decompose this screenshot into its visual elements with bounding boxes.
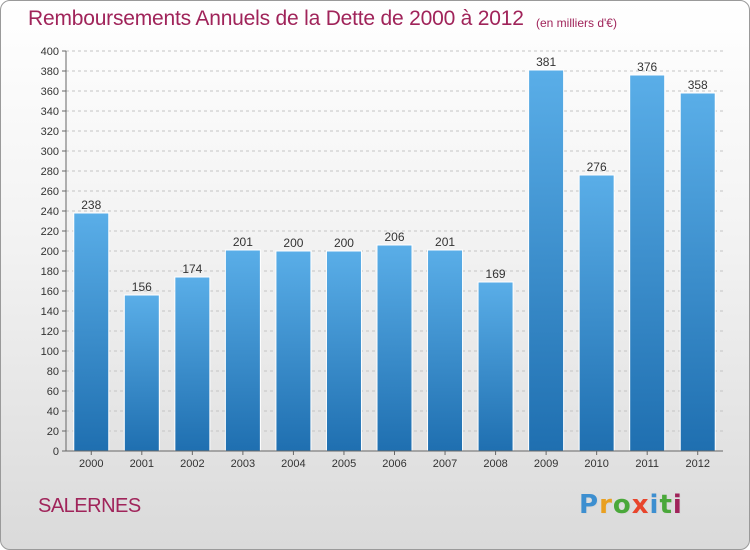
y-tick-label: 180 <box>41 266 59 278</box>
x-axis: 2000 2001 2002 2003 2004 2005 2006 2007 2008 2009… <box>66 450 723 470</box>
bar-value-label: 174 <box>182 262 202 276</box>
y-tick-label: 40 <box>47 406 59 418</box>
bar-value-label: 358 <box>688 78 708 92</box>
y-tick-label: 120 <box>41 326 59 338</box>
y-tick-label: 140 <box>41 306 59 318</box>
y-tick-label: 360 <box>41 86 59 98</box>
logo-letter: i <box>649 490 660 520</box>
y-tick-label: 260 <box>41 186 59 198</box>
bar <box>629 74 666 452</box>
x-tick-label: 2011 <box>635 458 659 470</box>
x-tick-label: 2001 <box>130 458 154 470</box>
bar-value-label: 200 <box>334 236 354 250</box>
bar-value-label: 381 <box>536 55 556 69</box>
logo-letter: P <box>579 490 600 520</box>
logo-letter: x <box>631 490 650 520</box>
bar-value-label: 201 <box>435 235 455 249</box>
y-tick-label: 160 <box>41 286 59 298</box>
bar-value-label: 376 <box>637 60 657 74</box>
x-tick-label: 2012 <box>685 458 709 470</box>
x-tick-label: 2003 <box>231 458 255 470</box>
x-tick-label: 2007 <box>433 458 457 470</box>
logo-letter: i <box>672 490 683 520</box>
x-tick-label: 2010 <box>584 458 608 470</box>
y-tick-label: 80 <box>47 366 59 378</box>
bar <box>376 244 413 452</box>
bar <box>73 212 110 452</box>
chart-unit: (en milliers d'€) <box>536 16 617 30</box>
y-tick-label: 100 <box>41 346 59 358</box>
logo-letter: r <box>599 490 613 520</box>
bar-value-label: 238 <box>81 198 101 212</box>
bar-value-label: 169 <box>486 267 506 281</box>
bar-value-label: 206 <box>384 230 404 244</box>
y-tick-label: 60 <box>47 386 59 398</box>
bar-value-label: 200 <box>283 236 303 250</box>
chart-title: Remboursements Annuels de la Dette de 20… <box>28 7 524 30</box>
y-tick-label: 380 <box>41 66 59 78</box>
bar <box>679 92 716 452</box>
y-tick-label: 200 <box>41 246 59 258</box>
x-tick-label: 2009 <box>534 458 558 470</box>
bar <box>224 249 261 452</box>
y-tick-label: 220 <box>41 226 59 238</box>
y-tick-label: 340 <box>41 106 59 118</box>
bar <box>174 276 211 452</box>
x-tick-label: 2006 <box>382 458 406 470</box>
bar <box>275 250 312 452</box>
bar <box>427 249 464 452</box>
x-tick-label: 2005 <box>332 458 356 470</box>
bar <box>578 174 615 452</box>
bar <box>123 294 160 452</box>
y-tick-label: 240 <box>41 206 59 218</box>
bar-value-label: 201 <box>233 235 253 249</box>
bar-value-label: 156 <box>132 280 152 294</box>
bar <box>325 250 362 452</box>
x-tick-label: 2000 <box>79 458 103 470</box>
y-tick-label: 20 <box>47 426 59 438</box>
logo-letter: o <box>612 490 632 520</box>
x-tick-label: 2008 <box>483 458 507 470</box>
y-tick-label: 280 <box>41 166 59 178</box>
y-axis: 0 20 40 60 80 100 120 140 160 180 200 220 240 260 280 3… <box>41 46 67 458</box>
x-tick-label: 2002 <box>180 458 204 470</box>
logo-letter: t <box>659 490 673 520</box>
proxiti-logo[interactable]: Proxiti <box>579 490 683 520</box>
y-tick-label: 300 <box>41 146 59 158</box>
y-tick-label: 320 <box>41 126 59 138</box>
bar <box>477 281 514 452</box>
bar-value-label: 276 <box>587 160 607 174</box>
y-tick-label: 400 <box>41 46 59 58</box>
x-tick-label: 2004 <box>281 458 305 470</box>
place-name: SALERNES <box>38 495 141 517</box>
bars: 238 156 174 201 200 200 206 201 169 381 276 376 358 <box>73 55 716 452</box>
y-tick-label: 0 <box>53 446 59 458</box>
bar <box>528 69 565 452</box>
